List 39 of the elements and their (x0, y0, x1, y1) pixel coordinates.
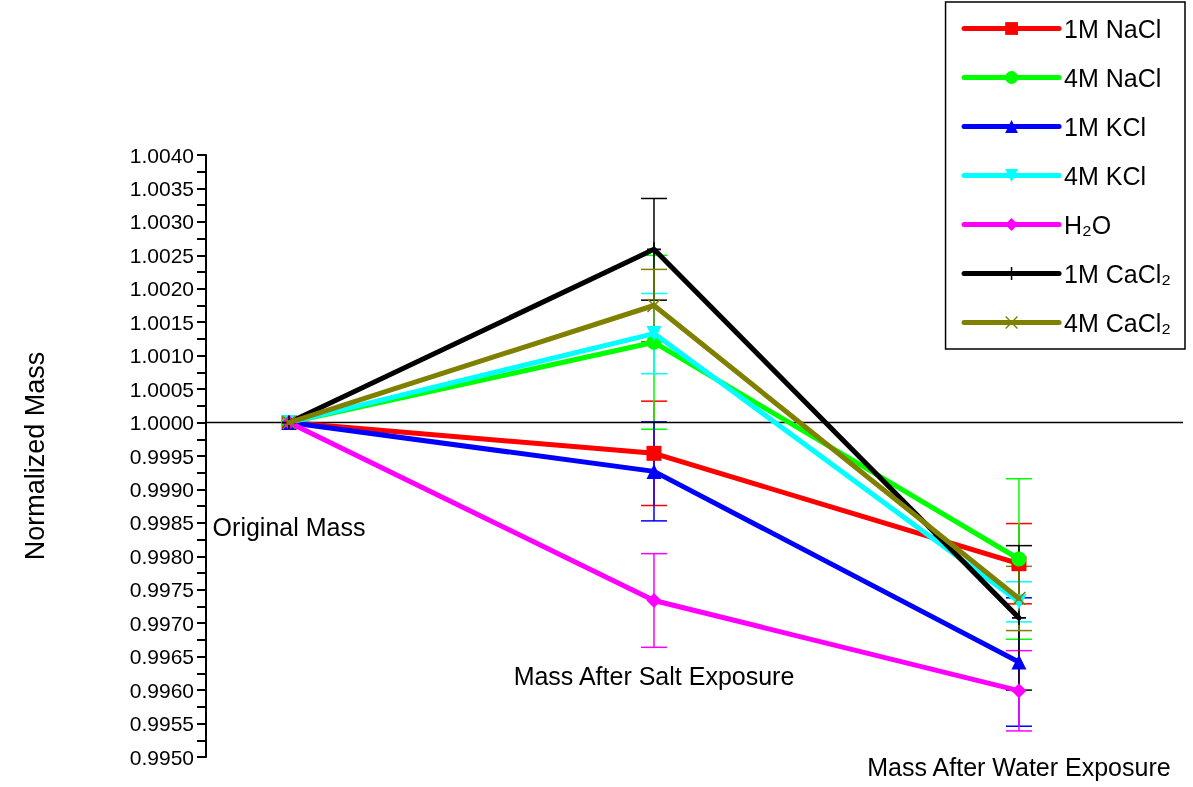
point (1011, 654, 1027, 670)
y-tick-label: 0.9995 (129, 444, 194, 468)
y-tick-label: 1.0005 (129, 377, 194, 401)
legend-label: H₂O (1064, 210, 1112, 239)
legend-label: 1M NaCl (1064, 14, 1162, 43)
y-tick-label: 1.0025 (129, 243, 194, 267)
y-tick-label: 0.9950 (129, 745, 194, 769)
y-tick-label: 0.9955 (129, 712, 194, 736)
y-tick-label: 1.0040 (129, 143, 194, 167)
y-tick-label: 1.0000 (129, 411, 194, 435)
x-tick-label: Mass After Water Exposure (867, 753, 1171, 781)
x-tick-label: Original Mass (212, 513, 366, 541)
y-tick-label: 0.9960 (129, 678, 194, 702)
point (1011, 683, 1027, 699)
point (646, 463, 662, 479)
legend-label: 1M KCl (1064, 112, 1147, 141)
legend-label: 1M CaCl₂ (1064, 259, 1172, 288)
point (646, 445, 662, 461)
y-tick-label: 0.9990 (129, 477, 194, 501)
legend-label: 4M NaCl (1064, 63, 1162, 92)
y-tick-label: 0.9975 (129, 578, 194, 602)
point (1011, 610, 1026, 625)
x-tick-label: Mass After Salt Exposure (513, 662, 795, 690)
y-tick-label: 0.9985 (129, 511, 194, 535)
point (1011, 551, 1027, 567)
point (646, 592, 662, 608)
y-tick-label: 0.9980 (129, 544, 194, 568)
legend-label: 4M CaCl₂ (1064, 308, 1172, 337)
y-axis-title: Normalized Mass (19, 351, 50, 561)
y-tick-label: 1.0030 (129, 210, 194, 234)
legend-label: 4M KCl (1064, 161, 1147, 190)
y-tick-label: 1.0015 (129, 310, 194, 334)
point (646, 298, 661, 313)
y-tick-label: 0.9970 (129, 611, 194, 635)
y-tick-label: 1.0035 (129, 176, 194, 200)
y-tick-label: 1.0020 (129, 277, 194, 301)
y-tick-label: 1.0010 (129, 344, 194, 368)
y-tick-label: 0.9965 (129, 645, 194, 669)
point (646, 242, 661, 257)
